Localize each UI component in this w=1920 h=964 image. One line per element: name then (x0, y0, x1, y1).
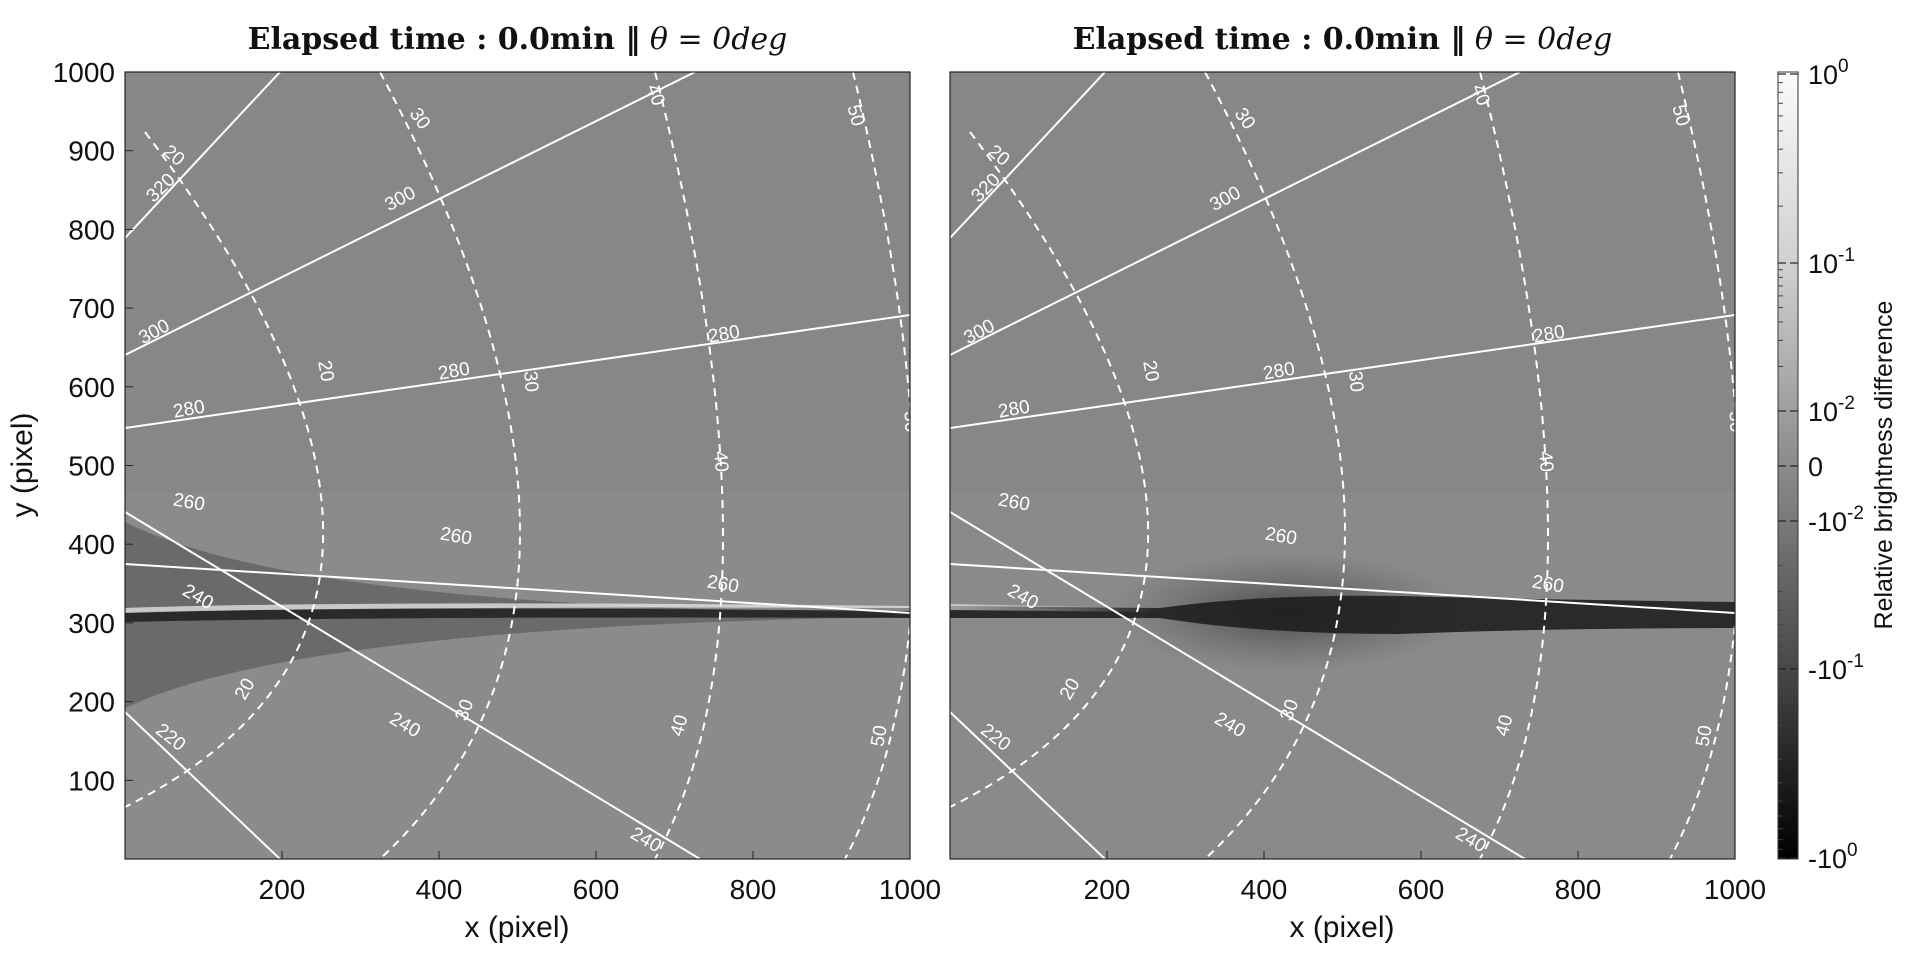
right-heatmap: 2202402402402602602602802802803003003202… (950, 72, 1747, 859)
right-axes: 200 400 600 800 1000 (1084, 851, 1766, 905)
solid-contour (125, 314, 910, 429)
right-dark-band (950, 595, 1735, 634)
colorbar-tick-label: 10-1 (1808, 245, 1855, 279)
right-x-axis-label: x (pixel) (1289, 911, 1394, 944)
left-dark-streak (125, 608, 910, 622)
y-tick-label: 200 (68, 687, 115, 718)
y-tick-label: 500 (68, 451, 115, 482)
solid-contour (950, 563, 1735, 614)
left-axes: 200 400 600 800 1000 100 200 300 400 500 600 700 800… (53, 57, 941, 905)
x-tick-label: 1000 (879, 874, 941, 905)
x-tick-label: 600 (573, 874, 620, 905)
solid-contour (125, 72, 281, 239)
right-title-separator: ‖ (1450, 22, 1466, 57)
y-tick-label: 1000 (53, 57, 115, 88)
left-contours: 2202402402402602602602802802803003003202… (125, 72, 922, 859)
dashed-contour-label: 50 (1692, 724, 1716, 748)
colorbar-tick-label: 10-2 (1808, 393, 1855, 427)
y-tick-label: 700 (68, 293, 115, 324)
x-tick-label: 600 (1398, 874, 1445, 905)
right-plot-frame (949, 71, 1736, 860)
dashed-contour-label: 40 (1534, 450, 1557, 473)
dashed-contour (950, 131, 1150, 808)
solid-contour (125, 711, 281, 859)
right-bright-streak (950, 604, 1160, 612)
colorbar-tick-label: -100 (1808, 840, 1858, 874)
left-panel-title: Elapsed time : 0.0min ‖ θ = 0deg (125, 22, 910, 57)
left-bright-streak (125, 603, 910, 613)
dashed-contour-label: 20 (1138, 359, 1162, 383)
solid-contour (950, 711, 1106, 859)
left-title-angle: θ = 0deg (640, 22, 788, 57)
left-title-text: Elapsed time : 0.0min (247, 22, 626, 57)
colorbar-tick-label: -10-1 (1808, 651, 1864, 685)
dashed-contour-label: 30 (519, 370, 542, 393)
colorbar-ticks: 100 10-1 10-2 0 -10-2 -10-1 -100 (1778, 56, 1864, 874)
dashed-contour (844, 72, 910, 859)
colorbar-tick-label: 0 (1808, 452, 1823, 482)
left-heatmap: 2202402402402602602602802802803003003202… (125, 72, 922, 859)
x-tick-label: 200 (259, 874, 306, 905)
dashed-contour-label: 20 (313, 359, 337, 383)
solid-contour (950, 72, 1521, 356)
dashed-contour (1204, 72, 1346, 859)
dashed-contour (379, 72, 521, 859)
dashed-contour (1669, 72, 1735, 859)
colorbar: 100 10-1 10-2 0 -10-2 -10-1 -100 Relative brig… (1777, 56, 1898, 874)
solid-contour (950, 314, 1735, 429)
right-title-text: Elapsed time : 0.0min (1072, 22, 1451, 57)
left-y-axis-label: y (pixel) (6, 412, 39, 517)
dashed-contour-label: 50 (1725, 411, 1747, 433)
x-tick-label: 200 (1084, 874, 1131, 905)
y-tick-label: 900 (68, 136, 115, 167)
left-x-axis-label: x (pixel) (464, 911, 569, 944)
right-panel-title: Elapsed time : 0.0min ‖ θ = 0deg (950, 22, 1735, 57)
solid-contour (950, 72, 1106, 239)
dashed-contour-label: 50 (867, 724, 891, 748)
right-upper-shade (950, 72, 1735, 492)
x-tick-label: 1000 (1704, 874, 1766, 905)
dashed-contour-label: 30 (1344, 370, 1367, 393)
colorbar-tick-label: 100 (1808, 56, 1849, 90)
left-title-separator: ‖ (625, 22, 641, 57)
x-tick-label: 400 (1241, 874, 1288, 905)
y-tick-label: 800 (68, 214, 115, 245)
x-tick-label: 800 (1555, 874, 1602, 905)
colorbar-label: Relative brightness difference (1870, 301, 1898, 630)
solid-contour (125, 563, 910, 614)
right-title-angle: θ = 0deg (1465, 22, 1613, 57)
y-tick-label: 300 (68, 608, 115, 639)
y-tick-label: 600 (68, 372, 115, 403)
dashed-contour (654, 72, 724, 859)
left-upper-shade (125, 72, 910, 492)
dashed-contour (125, 131, 325, 808)
dashed-contour (1479, 72, 1549, 859)
x-tick-label: 400 (416, 874, 463, 905)
y-tick-label: 100 (68, 765, 115, 796)
x-tick-label: 800 (730, 874, 777, 905)
dashed-contour-label: 50 (900, 411, 922, 433)
colorbar-tick-label: -10-2 (1808, 503, 1864, 537)
dashed-contour-label: 40 (709, 450, 732, 473)
y-tick-label: 400 (68, 529, 115, 560)
solid-contour (125, 72, 696, 356)
